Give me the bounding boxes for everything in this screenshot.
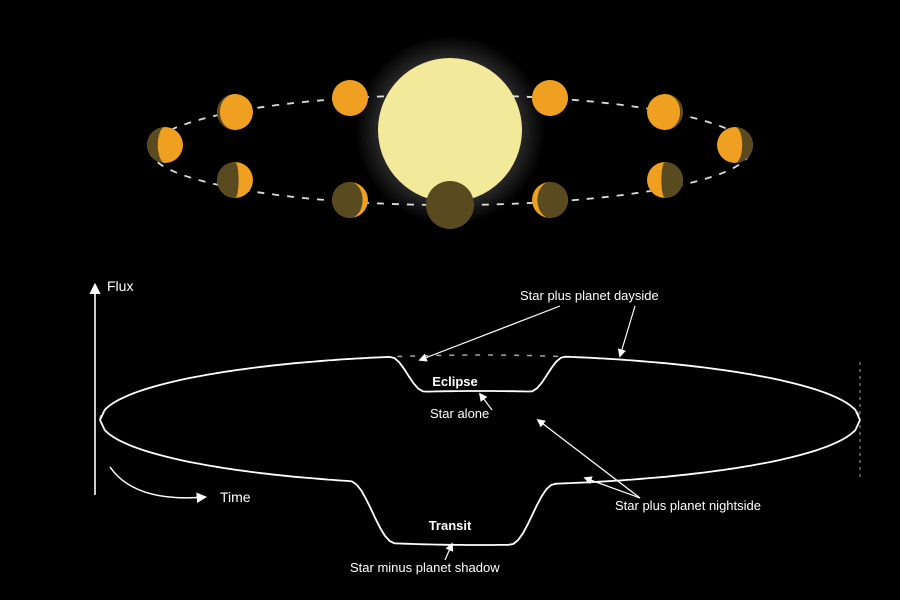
planet-phase [532,80,568,116]
annotation-nightside: Star plus planet nightside [615,498,761,513]
transit-label: Transit [429,518,472,533]
planet-phase [426,181,474,229]
annotation-shadow: Star minus planet shadow [350,560,500,575]
eclipse-label: Eclipse [432,374,478,389]
star [378,58,522,202]
planet-phase [332,80,368,116]
annotation-dayside: Star plus planet dayside [520,288,659,303]
annotation-staralone: Star alone [430,406,489,421]
flux-axis-label: Flux [107,278,133,294]
time-axis-label: Time [220,489,251,505]
